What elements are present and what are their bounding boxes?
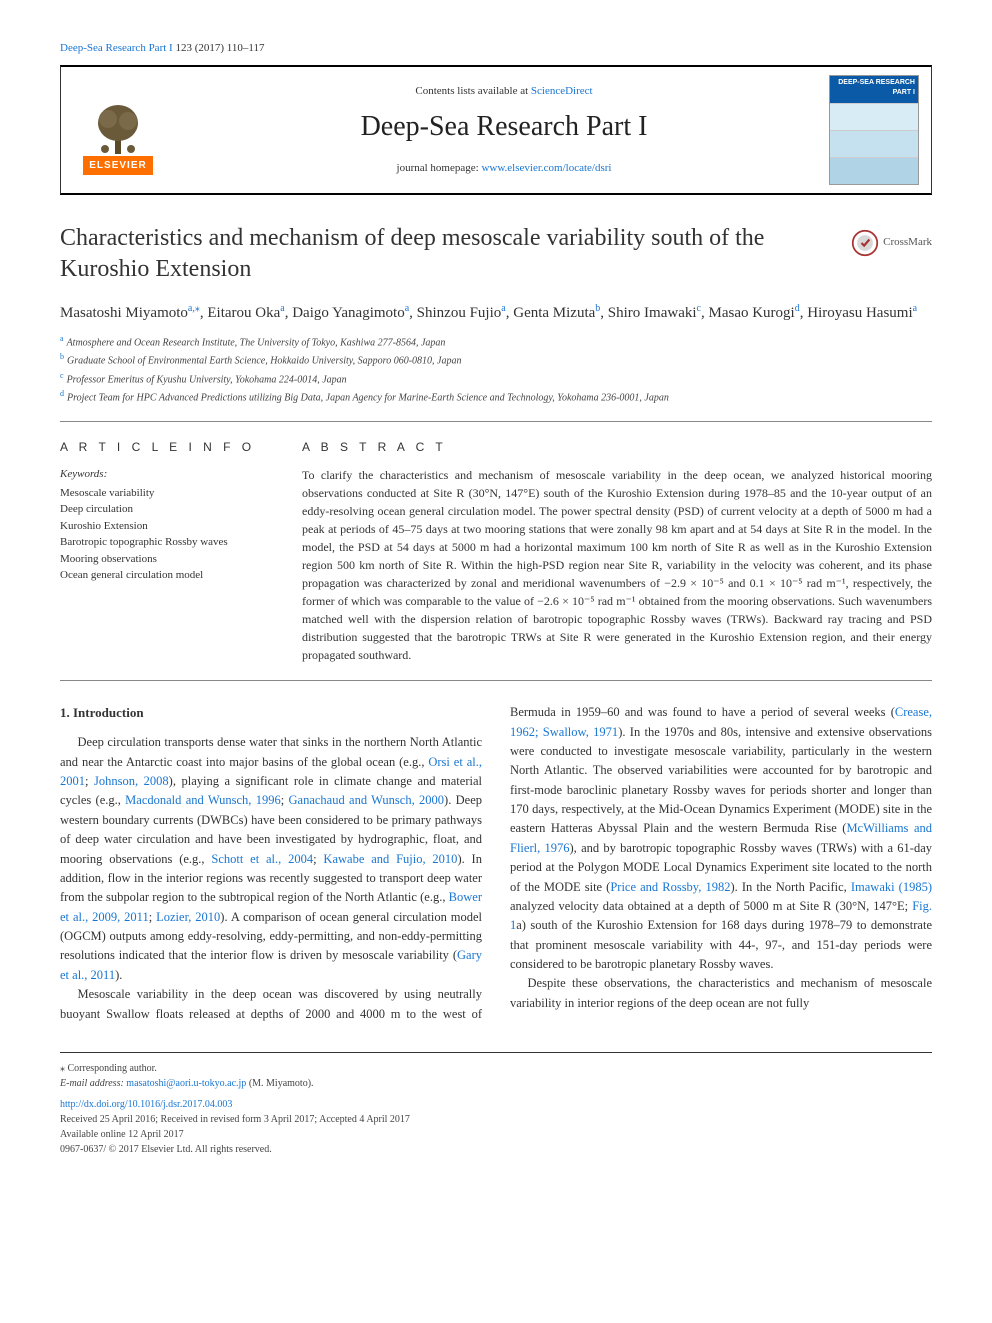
author-affil-sup: a [913,303,917,314]
author-affil-sup: a [501,303,505,314]
title-row: Characteristics and mechanism of deep me… [60,223,932,301]
affil-sup-link[interactable]: a [501,303,505,314]
affil-sup-link[interactable]: a [405,303,409,314]
affiliation-line: cProfessor Emeritus of Kyushu University… [60,370,932,387]
affiliation-line: bGraduate School of Environmental Earth … [60,351,932,368]
affil-sup-link[interactable]: a [188,303,192,314]
crossmark-label: CrossMark [883,234,932,251]
author: Genta Mizuta [513,305,595,321]
author: Hiroyasu Hasumi [807,305,912,321]
journal-cover-thumbnail: DEEP-SEA RESEARCH PART I [829,75,919,185]
keyword: Mooring observations [60,551,270,568]
citation-link[interactable]: Imawaki (1985) [851,880,932,894]
publisher-logo: ELSEVIER [73,85,163,175]
abstract-column: A B S T R A C T To clarify the character… [302,438,932,664]
citation-link[interactable]: Schott et al., 2004 [211,852,313,866]
journal-homepage-link[interactable]: www.elsevier.com/locate/dsri [481,162,611,174]
abstract-text: To clarify the characteristics and mecha… [302,466,932,664]
doi-link[interactable]: http://dx.doi.org/10.1016/j.dsr.2017.04.… [60,1099,232,1110]
author-affil-sup: a [405,303,409,314]
crossmark-badge[interactable]: CrossMark [851,229,932,257]
affil-sup-link[interactable]: d [795,303,800,314]
affiliation-line: aAtmosphere and Ocean Research Institute… [60,333,932,350]
citation-link[interactable]: Ganachaud and Wunsch, 2000 [289,793,445,807]
info-abstract-row: A R T I C L E I N F O Keywords: Mesoscal… [60,438,932,664]
keyword: Mesoscale variability [60,485,270,502]
affiliation-sup: b [60,352,64,361]
running-header: Deep-Sea Research Part I 123 (2017) 110–… [60,40,932,57]
affiliation-line: dProject Team for HPC Advanced Predictio… [60,388,932,405]
elsevier-tree-icon [93,101,143,156]
author-affil-sup: a,⁎ [188,303,200,314]
article-info-column: A R T I C L E I N F O Keywords: Mesoscal… [60,438,270,664]
author: Masao Kurogi [708,305,794,321]
available-online: Available online 12 April 2017 [60,1127,932,1142]
article-history: Received 25 April 2016; Received in revi… [60,1112,932,1127]
keyword: Kuroshio Extension [60,518,270,535]
affiliation-sup: a [60,334,64,343]
journal-title: Deep-Sea Research Part I [179,106,829,148]
email-link[interactable]: masatoshi@aori.u-tokyo.ac.jp [126,1078,246,1089]
author: Eitarou Oka [207,305,280,321]
divider [60,680,932,681]
section-heading-intro: 1. Introduction [60,703,482,723]
cover-label: DEEP-SEA RESEARCH PART I [830,76,918,103]
sciencedirect-line: Contents lists available at ScienceDirec… [179,83,829,100]
intro-paragraph-1: Deep circulation transports dense water … [60,733,482,985]
copyright-line: 0967-0637/ © 2017 Elsevier Ltd. All righ… [60,1142,932,1157]
authors-line: Masatoshi Miyamotoa,⁎, Eitarou Okaa, Dai… [60,301,932,325]
intro-paragraph-3: Despite these observations, the characte… [510,974,932,1013]
article-body: 1. Introduction Deep circulation transpo… [60,703,932,1024]
author: Masatoshi Miyamoto [60,305,188,321]
keyword: Ocean general circulation model [60,567,270,584]
keywords-label: Keywords: [60,466,270,483]
journal-header: ELSEVIER Contents lists available at Sci… [60,65,932,195]
journal-homepage-line: journal homepage: www.elsevier.com/locat… [179,160,829,177]
running-header-journal-link[interactable]: Deep-Sea Research Part I [60,42,173,54]
author: Shiro Imawaki [608,305,697,321]
abstract-heading: A B S T R A C T [302,438,932,456]
corr-label: ⁎ Corresponding author. [60,1061,932,1076]
affil-sup-link[interactable]: b [595,303,600,314]
author-affil-sup: a [280,303,284,314]
affil-sup-link[interactable]: a [280,303,284,314]
author: Daigo Yanagimoto [292,305,405,321]
article-title: Characteristics and mechanism of deep me… [60,223,835,285]
publisher-brand: ELSEVIER [83,156,152,175]
header-center: Contents lists available at ScienceDirec… [179,83,829,176]
corr-email-line: E-mail address: masatoshi@aori.u-tokyo.a… [60,1076,932,1091]
keywords-list: Mesoscale variabilityDeep circulationKur… [60,485,270,584]
author-affil-sup: d [795,303,800,314]
article-info-heading: A R T I C L E I N F O [60,438,270,456]
author: Shinzou Fujio [417,305,502,321]
affil-sup-link[interactable]: ⁎ [195,303,200,314]
affiliation-sup: c [60,371,64,380]
citation-link[interactable]: Lozier, 2010 [156,910,220,924]
keyword: Barotropic topographic Rossby waves [60,534,270,551]
citation-link[interactable]: Kawabe and Fujio, 2010 [323,852,457,866]
affil-sup-link[interactable]: a [913,303,917,314]
author-affil-sup: c [697,303,701,314]
article-footer: ⁎ Corresponding author. E-mail address: … [60,1052,932,1157]
citation-link[interactable]: Johnson, 2008 [94,774,169,788]
citation-link[interactable]: Price and Rossby, 1982 [610,880,730,894]
affil-sup-link[interactable]: c [697,303,701,314]
homepage-label: journal homepage: [397,162,482,174]
sciencedirect-link[interactable]: ScienceDirect [531,85,593,97]
citation-link[interactable]: Macdonald and Wunsch, 1996 [125,793,281,807]
sciencedirect-prefix: Contents lists available at [415,85,530,97]
crossmark-icon [851,229,879,257]
divider [60,421,932,422]
affiliation-sup: d [60,389,64,398]
affiliations: aAtmosphere and Ocean Research Institute… [60,333,932,405]
corresponding-author: ⁎ Corresponding author. E-mail address: … [60,1061,932,1091]
running-header-rest: 123 (2017) 110–117 [173,42,265,54]
author-affil-sup: b [595,303,600,314]
keyword: Deep circulation [60,501,270,518]
